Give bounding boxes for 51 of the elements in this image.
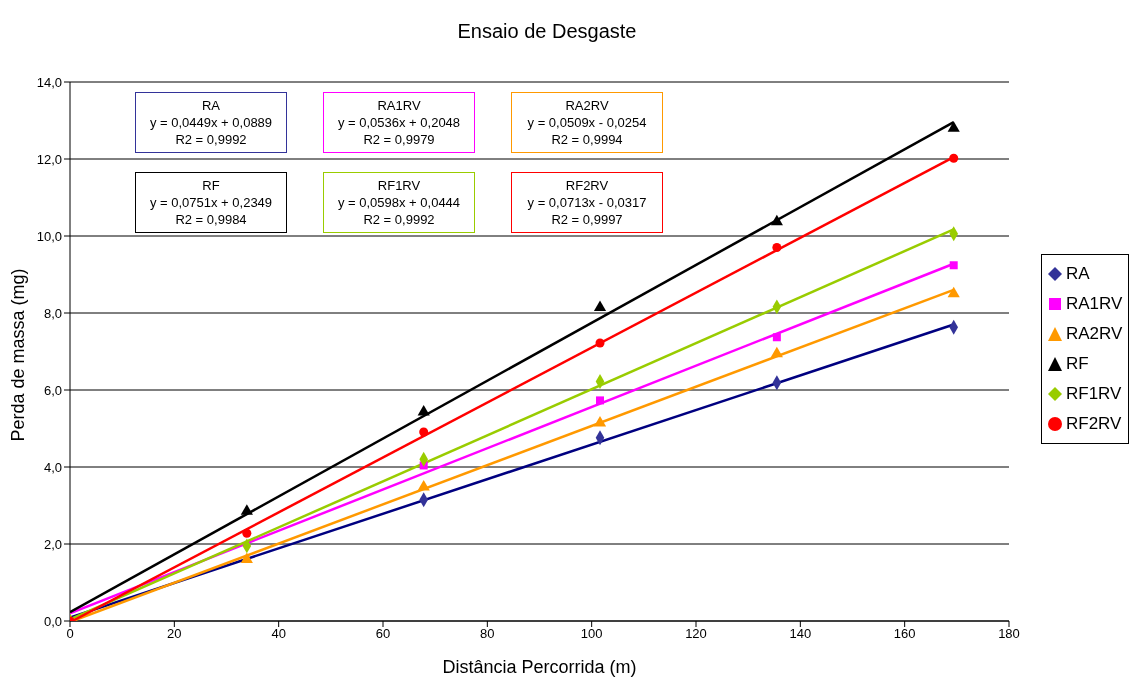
- legend-label: RF1RV: [1065, 383, 1123, 405]
- annotation: RA2RV y = 0,0509x - 0,0254 R2 = 0,9994: [511, 92, 663, 153]
- x-tick-label: 40: [271, 626, 286, 642]
- y-tick-label: 2,0: [43, 536, 62, 552]
- point: [593, 416, 607, 427]
- annotation: RF2RV y = 0,0713x - 0,0317 R2 = 0,9997: [511, 172, 663, 233]
- chart-title: Ensaio de Desgaste: [456, 20, 638, 43]
- annotation: RA y = 0,0449x + 0,0889 R2 = 0,9992: [135, 92, 287, 153]
- point: [949, 261, 958, 270]
- annotation: RA1RV y = 0,0536x + 0,2048 R2 = 0,9979: [323, 92, 475, 153]
- y-tick-label: 14,0: [36, 74, 62, 90]
- y-tick-label: 4,0: [43, 459, 62, 475]
- point: [772, 243, 782, 253]
- y-tick-label: 6,0: [43, 382, 62, 398]
- point: [595, 338, 605, 348]
- point: [596, 396, 605, 405]
- x-tick-label: 140: [789, 626, 812, 642]
- x-axis-title: Distância Percorrida (m): [442, 657, 637, 677]
- point: [419, 427, 429, 437]
- point: [949, 153, 959, 163]
- y-tick-label: 10,0: [36, 228, 62, 244]
- y-axis-title: Perda de massa (mg): [7, 268, 29, 442]
- x-tick-label: 60: [375, 626, 391, 642]
- legend-label: RA: [1065, 263, 1091, 285]
- x-tick-label: 120: [685, 626, 707, 642]
- annotation: RF1RV y = 0,0598x + 0,0444 R2 = 0,9992: [323, 172, 475, 233]
- point: [417, 404, 430, 416]
- point: [417, 480, 430, 491]
- point: [770, 214, 783, 226]
- point: [947, 121, 960, 132]
- legend-label: RA1RV: [1065, 293, 1123, 315]
- point: [593, 300, 607, 312]
- point: [770, 346, 783, 358]
- y-tick-label: 8,0: [43, 305, 62, 321]
- x-tick-label: 180: [998, 626, 1020, 642]
- point: [240, 504, 253, 515]
- point: [772, 333, 781, 342]
- point: [242, 528, 252, 538]
- y-tick-label: 12,0: [36, 151, 62, 167]
- x-tick-label: 20: [167, 626, 182, 642]
- y-tick-label: 0,0: [43, 613, 62, 629]
- point: [240, 552, 253, 563]
- point: [947, 286, 960, 298]
- x-tick-label: 80: [480, 626, 495, 642]
- legend-label: RF: [1065, 353, 1090, 375]
- x-tick-label: 160: [893, 626, 916, 642]
- legend-label: RA2RV: [1065, 323, 1123, 345]
- x-tick-label: 0: [66, 626, 74, 642]
- annotation: RF y = 0,0751x + 0,2349 R2 = 0,9984: [135, 172, 287, 233]
- x-tick-label: 100: [580, 626, 603, 642]
- legend-label: RF2RV: [1065, 413, 1123, 435]
